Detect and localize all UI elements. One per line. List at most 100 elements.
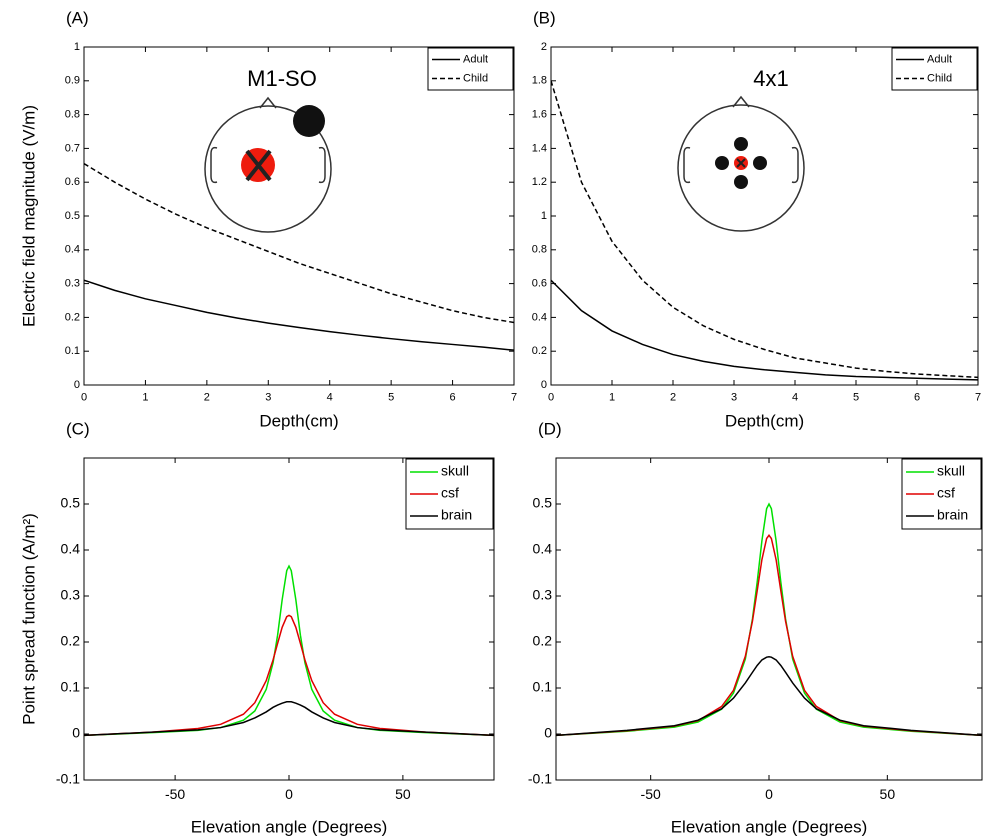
- x-axis-label: Depth(cm): [259, 411, 338, 430]
- plot: [84, 162, 514, 351]
- y-axis-label: Point spread function (A/m²): [19, 513, 38, 725]
- y-tick-label: 0.3: [61, 587, 81, 603]
- y-axis-label: Electric field magnitude (V/m): [19, 105, 38, 327]
- series-line: [84, 614, 494, 737]
- ear: [683, 146, 691, 184]
- nose: [259, 96, 277, 109]
- panel-label: (D): [538, 419, 562, 438]
- series-line: [84, 701, 494, 737]
- x-tick-label: 0: [765, 786, 773, 802]
- legend-label: csf: [441, 485, 459, 501]
- series-line: [551, 80, 978, 379]
- panel-label: (A): [66, 8, 89, 27]
- y-tick-label: 1: [541, 210, 547, 222]
- x-tick-label: 6: [914, 392, 920, 404]
- x-tick-label: 5: [388, 392, 394, 404]
- series-line: [556, 502, 982, 737]
- legend-label: skull: [441, 463, 469, 479]
- x-tick-label: 50: [395, 786, 411, 802]
- series-line: [556, 655, 982, 737]
- y-tick-label: 1.4: [532, 142, 547, 154]
- y-tick-label: 0.1: [65, 345, 80, 357]
- legend-label: brain: [937, 507, 968, 523]
- legend-label: Adult: [463, 53, 488, 65]
- electrode: [715, 156, 729, 170]
- nose: [732, 95, 750, 108]
- x-tick-label: 5: [853, 392, 859, 404]
- y-tick-label: 0.8: [65, 109, 80, 121]
- x-tick-label: 6: [450, 392, 456, 404]
- x-axis-label: Elevation angle (Degrees): [671, 817, 868, 836]
- legend-label: brain: [441, 507, 472, 523]
- y-tick-label: 0.3: [533, 587, 553, 603]
- y-tick-label: -0.1: [56, 771, 80, 787]
- x-tick-label: -50: [165, 786, 185, 802]
- legend-label: Child: [463, 72, 488, 84]
- plot-area: [83, 46, 515, 386]
- y-tick-label: 0.6: [532, 278, 547, 290]
- head: [677, 104, 805, 232]
- panel: 0 0.2 0.4 0.6 0.8 1 1.2 1.4 1.6 1.8 2 0 1 2 3 4 5 6 7 (B) De…: [532, 8, 981, 430]
- x-axis-label: Elevation angle (Degrees): [191, 817, 388, 836]
- y-tick-label: 1.8: [532, 75, 547, 87]
- y-tick-label: 0: [544, 725, 552, 741]
- legend: [427, 47, 514, 91]
- y-tick-label: 1.6: [532, 109, 547, 121]
- x-tick-label: 2: [204, 392, 210, 404]
- x-tick-label: 1: [609, 392, 615, 404]
- plot: [551, 80, 978, 381]
- plot-area: [550, 46, 979, 386]
- y-tick-label: 0.6: [65, 176, 80, 188]
- y-tick-label: 0.2: [61, 633, 81, 649]
- y-tick-label: 0.2: [65, 311, 80, 323]
- panel: -0.1 0 0.1 0.2 0.3 0.4 0.5 -50 0 50 (C) Elevation a…: [19, 419, 495, 836]
- head: [204, 105, 332, 233]
- y-tick-label: 0: [541, 379, 547, 391]
- target-mark: [736, 158, 746, 168]
- y-tick-label: 1: [74, 41, 80, 53]
- series-line: [84, 564, 494, 737]
- inset-m1-so: M1-SO: [204, 66, 332, 233]
- y-tick-label: 0.1: [533, 679, 553, 695]
- y-tick-label: 0.2: [533, 633, 553, 649]
- y-tick-label: 0.4: [532, 311, 547, 323]
- inset-4x1: 4x1: [677, 66, 805, 232]
- ear: [318, 146, 326, 184]
- ear: [210, 146, 218, 184]
- series-line: [84, 162, 514, 324]
- y-tick-label: 0.4: [533, 541, 553, 557]
- electrode: [734, 137, 748, 151]
- x-tick-label: 2: [670, 392, 676, 404]
- x-tick-label: 7: [975, 392, 981, 404]
- y-tick-label: 0.5: [65, 210, 80, 222]
- legend-label: csf: [937, 485, 955, 501]
- y-tick-label: 0.4: [61, 541, 81, 557]
- y-tick-label: 0.1: [61, 679, 81, 695]
- x-tick-label: 50: [880, 786, 896, 802]
- y-tick-label: 2: [541, 41, 547, 53]
- x-tick-label: 0: [285, 786, 293, 802]
- plot: [556, 502, 982, 737]
- legend-label: Adult: [927, 53, 952, 65]
- y-tick-label: -0.1: [528, 771, 552, 787]
- x-tick-label: 3: [265, 392, 271, 404]
- inset-title: M1-SO: [247, 66, 317, 91]
- panel-label: (B): [533, 8, 556, 27]
- x-axis-label: Depth(cm): [725, 411, 804, 430]
- electrode: [753, 156, 767, 170]
- y-tick-label: 1.2: [532, 176, 547, 188]
- series-line: [551, 279, 978, 381]
- y-tick-label: 0.9: [65, 75, 80, 87]
- panel: 0 0.1 0.2 0.3 0.4 0.5 0.6 0.7 0.8 0.9 1 0 1 2 3 4 5 6 7 (A)…: [19, 8, 517, 430]
- y-tick-label: 0.3: [65, 278, 80, 290]
- ear: [791, 146, 799, 184]
- x-tick-label: 1: [142, 392, 148, 404]
- x-tick-label: -50: [641, 786, 661, 802]
- inset-title: 4x1: [753, 66, 788, 91]
- x-tick-label: 3: [731, 392, 737, 404]
- x-tick-label: 7: [511, 392, 517, 404]
- legend-label: skull: [937, 463, 965, 479]
- x-tick-label: 0: [548, 392, 554, 404]
- legend-label: Child: [927, 72, 952, 84]
